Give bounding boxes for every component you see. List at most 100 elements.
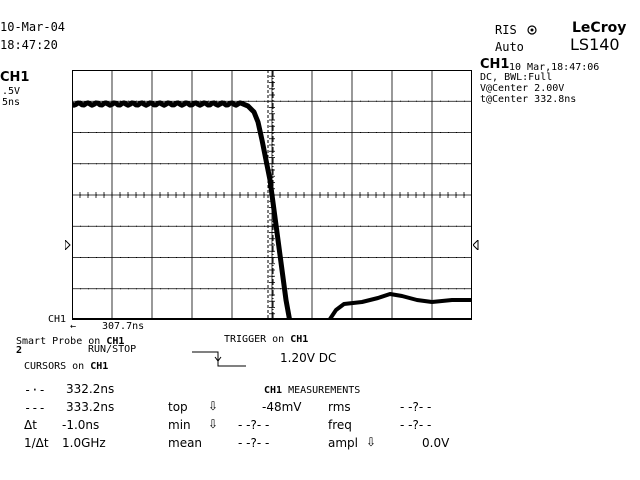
- time-per-div: 5ns: [2, 97, 21, 108]
- grid-dot: [344, 194, 345, 196]
- grid-dot: [168, 225, 169, 227]
- grid-dot: [424, 257, 425, 258]
- falling-edge-icon: [192, 350, 248, 370]
- grid-dot: [136, 288, 137, 290]
- grid-dot: [336, 163, 337, 165]
- grid-dot: [376, 194, 377, 196]
- grid-dot: [240, 163, 241, 165]
- grid-dot: [368, 100, 369, 102]
- grid-dot: [440, 288, 441, 290]
- oscilloscope-display[interactable]: [72, 70, 472, 320]
- grid-dot: [240, 257, 241, 258]
- grid-dot: [280, 132, 281, 133]
- grid-dot: [200, 225, 201, 227]
- grid-dot: [216, 225, 217, 227]
- grid-dot: [216, 194, 217, 196]
- grid-dot: [376, 163, 377, 165]
- side-channel-label: CH1: [480, 57, 510, 72]
- grid-dot: [368, 225, 369, 227]
- measurement-value: - -?- -: [400, 418, 432, 432]
- grid-dot: [88, 163, 89, 165]
- grid-dot: [376, 225, 377, 227]
- grid-dot: [464, 225, 465, 227]
- grid-dot: [280, 100, 281, 102]
- grid-dot: [424, 100, 425, 102]
- grid-dot: [400, 225, 401, 227]
- grid-dot: [368, 257, 369, 258]
- grid-dot: [168, 132, 169, 133]
- grid-dot: [288, 225, 289, 227]
- trigger-mode-label: Auto: [495, 40, 524, 54]
- grid-dot: [224, 225, 225, 227]
- grid-dot: [96, 132, 97, 133]
- side-v-center: V@Center 2.00V: [480, 83, 565, 94]
- ground-marker-label: CH1: [48, 314, 67, 325]
- measurement-label: ampl: [328, 436, 358, 450]
- trigger-level-value: 1.20V DC: [280, 351, 337, 365]
- grid-dot: [160, 194, 161, 196]
- grid-dot: [144, 288, 145, 290]
- grid-dot: [408, 225, 409, 227]
- grid-dot: [440, 194, 441, 196]
- model-label: LS140: [570, 35, 620, 54]
- grid-dot: [200, 257, 201, 258]
- waveform-trace: [326, 292, 472, 320]
- cursors-title-prefix: CURSORS on: [24, 361, 91, 372]
- grid-dot: [424, 225, 425, 227]
- grid-dot: [456, 288, 457, 290]
- grid-dot: [416, 132, 417, 133]
- grid-dot: [304, 225, 305, 227]
- grid-dot: [304, 288, 305, 290]
- grid-dot: [80, 257, 81, 258]
- grid-dot: [448, 288, 449, 290]
- grid-dot: [296, 132, 297, 133]
- grid-dot: [288, 163, 289, 165]
- grid-dot: [208, 132, 209, 133]
- measurement-label: freq: [328, 418, 352, 432]
- grid-dot: [408, 163, 409, 165]
- run-stop-button[interactable]: RUN/STOP: [88, 344, 137, 355]
- grid-dot: [264, 257, 265, 258]
- grid-dot: [368, 288, 369, 290]
- grid-dot: [136, 100, 137, 102]
- grid-dot: [104, 132, 105, 133]
- grid-dot: [288, 194, 289, 196]
- arrow-down-icon: ⇩: [208, 399, 219, 413]
- grid-dot: [440, 132, 441, 133]
- grid-dot: [104, 225, 105, 227]
- grid-dot: [368, 132, 369, 133]
- grid-dot: [328, 225, 329, 227]
- grid-dot: [456, 194, 457, 196]
- grid-dot: [336, 132, 337, 133]
- grid-dot: [464, 163, 465, 165]
- time-label: 18:47:20: [0, 38, 58, 52]
- grid-dot: [400, 257, 401, 258]
- cursor-row-value: 1.0GHz: [62, 436, 106, 450]
- grid-dot: [360, 288, 361, 290]
- grid-dot: [176, 194, 177, 196]
- acquisition-mode-label: RIS: [495, 23, 517, 37]
- grid-dot: [336, 288, 337, 290]
- grid-dot: [208, 100, 209, 102]
- grid-dot: [224, 163, 225, 165]
- measurement-value: - -?- -: [400, 400, 432, 414]
- grid-dot: [296, 257, 297, 258]
- grid-dot: [264, 194, 265, 196]
- grid-dot: [96, 194, 97, 196]
- grid-dot: [456, 225, 457, 227]
- grid-dot: [248, 163, 249, 165]
- grid-dot: [120, 225, 121, 227]
- grid-dot: [256, 288, 257, 290]
- grid-dot: [336, 257, 337, 258]
- grid-dot: [424, 163, 425, 165]
- grid-dot: [320, 132, 321, 133]
- measurement-value: -48mV: [262, 400, 302, 414]
- grid-dot: [216, 132, 217, 133]
- grid-dot: [456, 132, 457, 133]
- grid-dot: [120, 194, 121, 196]
- grid-dot: [96, 288, 97, 290]
- date-label: 10-Mar-04: [0, 20, 66, 34]
- cursor-row-symbol: -·-: [24, 383, 46, 397]
- grid-dot: [120, 257, 121, 258]
- grid-dot: [376, 132, 377, 133]
